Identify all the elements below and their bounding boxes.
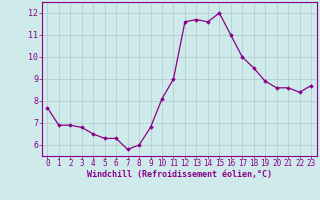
X-axis label: Windchill (Refroidissement éolien,°C): Windchill (Refroidissement éolien,°C) bbox=[87, 170, 272, 179]
